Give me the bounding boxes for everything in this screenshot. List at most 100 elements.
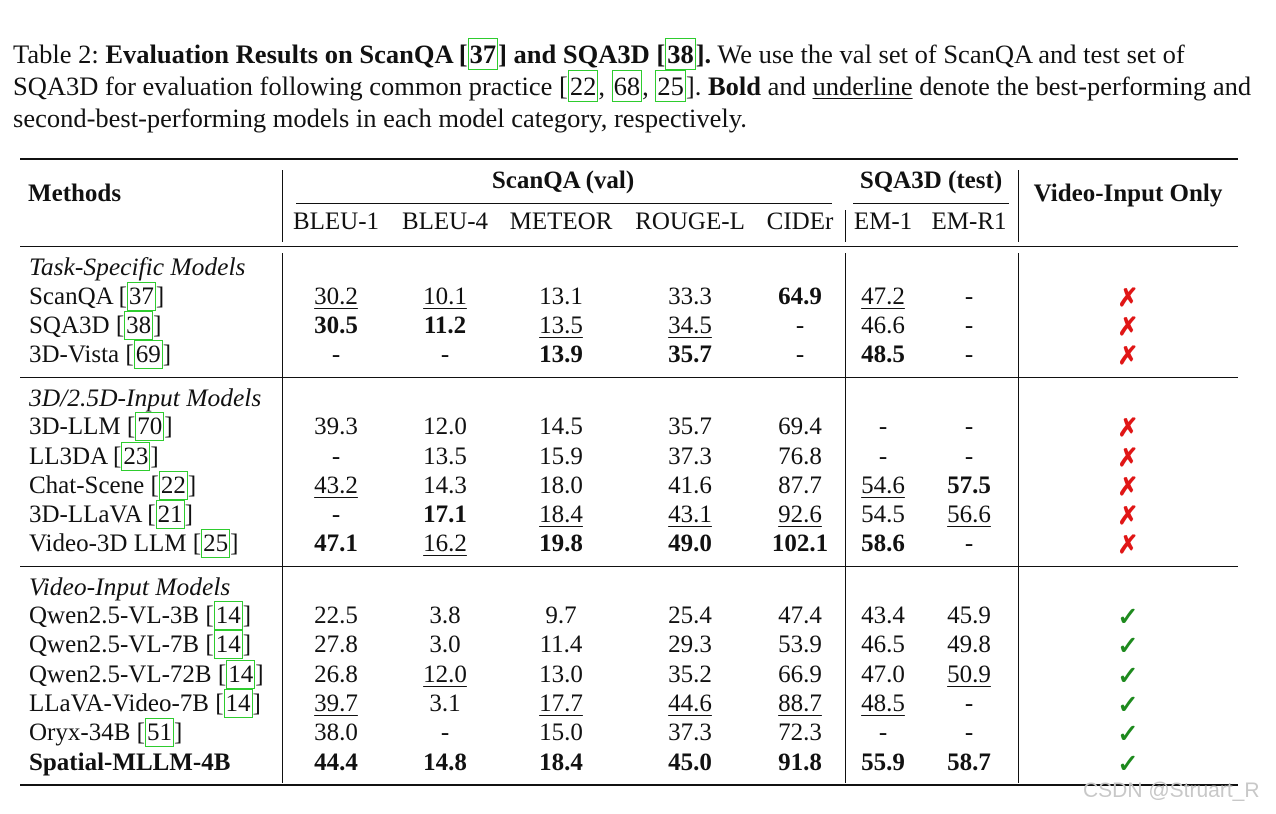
cross-icon: ✗ xyxy=(1117,285,1139,312)
sqa3d-group-header: SQA3D (test) xyxy=(859,167,1003,194)
citation-link[interactable]: 14 xyxy=(226,660,256,689)
cell-value: 76.8 xyxy=(778,443,822,470)
method-label: Oryx-34B [ xyxy=(29,719,145,746)
cell-value: 45.9 xyxy=(947,602,991,629)
table-cell: 26.8 xyxy=(314,661,358,689)
cell-value: 44.4 xyxy=(314,749,358,776)
citation-bracket: ] xyxy=(153,312,162,339)
cell-value: 47.0 xyxy=(861,661,905,688)
column-divider xyxy=(845,210,847,242)
table-cell: 11.4 xyxy=(540,631,583,659)
table-row: Chat-Scene [22] 43.2 14.3 18.0 41.6 87.7 54.6 5… xyxy=(0,471,1276,502)
cell-value: 13.1 xyxy=(539,283,583,310)
citation-link[interactable]: 38 xyxy=(124,311,154,340)
citation-link[interactable]: 14 xyxy=(223,689,253,718)
table-cell: 91.8 xyxy=(778,749,822,777)
table-cell: 72.3 xyxy=(778,719,822,747)
citation-link[interactable]: 25 xyxy=(655,70,686,102)
cell-value: 15.9 xyxy=(539,443,583,470)
method-name: SQA3D [38] xyxy=(29,311,162,340)
table-cell: 25.4 xyxy=(668,602,712,630)
table-cell: 43.2 xyxy=(314,472,358,500)
table-cell: 29.3 xyxy=(668,631,712,659)
metric-header: ROUGE-L xyxy=(635,208,745,235)
cell-value: 91.8 xyxy=(778,749,822,776)
table-cell: 69.4 xyxy=(778,413,822,441)
table-cell: 41.6 xyxy=(668,472,712,500)
method-name: 3D-LLaVA [21] xyxy=(29,500,193,529)
method-label: SQA3D [ xyxy=(29,312,125,339)
citation-link[interactable]: 21 xyxy=(155,500,185,529)
table-cell: - xyxy=(332,501,340,529)
citation-bracket: ] xyxy=(187,472,197,499)
metric-header: EM-1 xyxy=(853,208,913,235)
cell-value: 47.2 xyxy=(861,283,905,310)
citation-link[interactable]: 69 xyxy=(133,340,163,369)
citation-bracket: ] xyxy=(150,443,159,470)
table-cell: 45.0 xyxy=(668,749,712,777)
cell-value: 87.7 xyxy=(778,472,822,499)
table-cell: 47.4 xyxy=(778,602,822,630)
citation-link[interactable]: 25 xyxy=(201,529,231,558)
table-cell: 10.1 xyxy=(423,283,467,311)
method-label: 3D-LLM [ xyxy=(29,413,136,440)
cell-value: 30.5 xyxy=(314,312,358,339)
table-cell: 48.5 xyxy=(861,341,905,369)
cell-value: - xyxy=(964,530,974,557)
cell-value: 39.3 xyxy=(314,413,358,440)
table-cell: - xyxy=(441,341,449,369)
table-cell: 44.4 xyxy=(314,749,358,777)
cell-value: - xyxy=(964,312,974,339)
method-label: ScanQA [ xyxy=(29,283,127,310)
check-icon: ✓ xyxy=(1117,663,1139,690)
table-cell: 43.1 xyxy=(668,501,712,529)
table-cell: 48.5 xyxy=(861,690,905,718)
citation-link[interactable]: 51 xyxy=(144,718,174,747)
table-cell: 64.9 xyxy=(778,283,822,311)
cell-value: 33.3 xyxy=(668,283,712,310)
table-cell: 18.4 xyxy=(539,749,583,777)
video-only-header: Video-Input Only xyxy=(1033,180,1223,207)
section-title: Task-Specific Models xyxy=(29,252,246,281)
cell-value: - xyxy=(964,413,974,440)
table-cell: 13.5 xyxy=(423,443,467,471)
table-cell: 18.4 xyxy=(539,501,583,529)
method-label: LLaVA-Video-7B [ xyxy=(29,690,224,717)
cell-value: 88.7 xyxy=(778,690,822,717)
citation-link[interactable]: 22 xyxy=(567,70,599,102)
cell-value: 11.4 xyxy=(539,631,583,658)
cell-value: 102.1 xyxy=(771,530,829,557)
table-cell: 49.8 xyxy=(947,631,991,659)
table-row: Qwen2.5-VL-72B [14] 26.8 12.0 13.0 35.2 66.9 4… xyxy=(0,660,1276,691)
table-cell: 43.4 xyxy=(861,602,905,630)
table-cell: 35.2 xyxy=(668,661,712,689)
table-cell: - xyxy=(879,719,887,747)
citation-link[interactable]: 14 xyxy=(213,601,243,630)
cell-value: 58.7 xyxy=(947,749,991,776)
metric-header: CIDEr xyxy=(766,208,834,235)
cell-value: 12.0 xyxy=(423,661,467,688)
cell-value: 30.2 xyxy=(314,283,358,310)
check-icon: ✓ xyxy=(1117,721,1139,748)
citation-link[interactable]: 68 xyxy=(611,70,643,102)
table-row: LL3DA [23] - 13.5 15.9 37.3 76.8 - - ✗ xyxy=(0,442,1276,473)
citation-link[interactable]: 37 xyxy=(126,282,156,311)
caption-underline-word: underline xyxy=(812,71,913,101)
metric-header: BLEU-4 xyxy=(401,208,489,235)
table-cell: 39.7 xyxy=(314,690,358,718)
citation-link[interactable]: 70 xyxy=(135,412,165,441)
cell-value: 25.4 xyxy=(668,602,712,629)
table-cell: 102.1 xyxy=(772,530,828,558)
citation-link[interactable]: 23 xyxy=(121,442,151,471)
cell-value: 37.3 xyxy=(668,443,712,470)
citation-link[interactable]: 14 xyxy=(213,630,243,659)
cell-value: 27.8 xyxy=(314,631,358,658)
citation-link-scanqa[interactable]: 37 xyxy=(467,38,499,70)
citation-link-sqa3d[interactable]: 38 xyxy=(665,38,696,70)
caption-text-part4: denote the best-performing and second-be… xyxy=(13,71,1252,133)
method-name: 3D-Vista [69] xyxy=(29,340,171,369)
method-name: LLaVA-Video-7B [14] xyxy=(29,689,261,718)
method-name: Chat-Scene [22] xyxy=(29,471,197,500)
citation-link[interactable]: 22 xyxy=(158,471,188,500)
cell-value: 56.6 xyxy=(947,501,991,528)
